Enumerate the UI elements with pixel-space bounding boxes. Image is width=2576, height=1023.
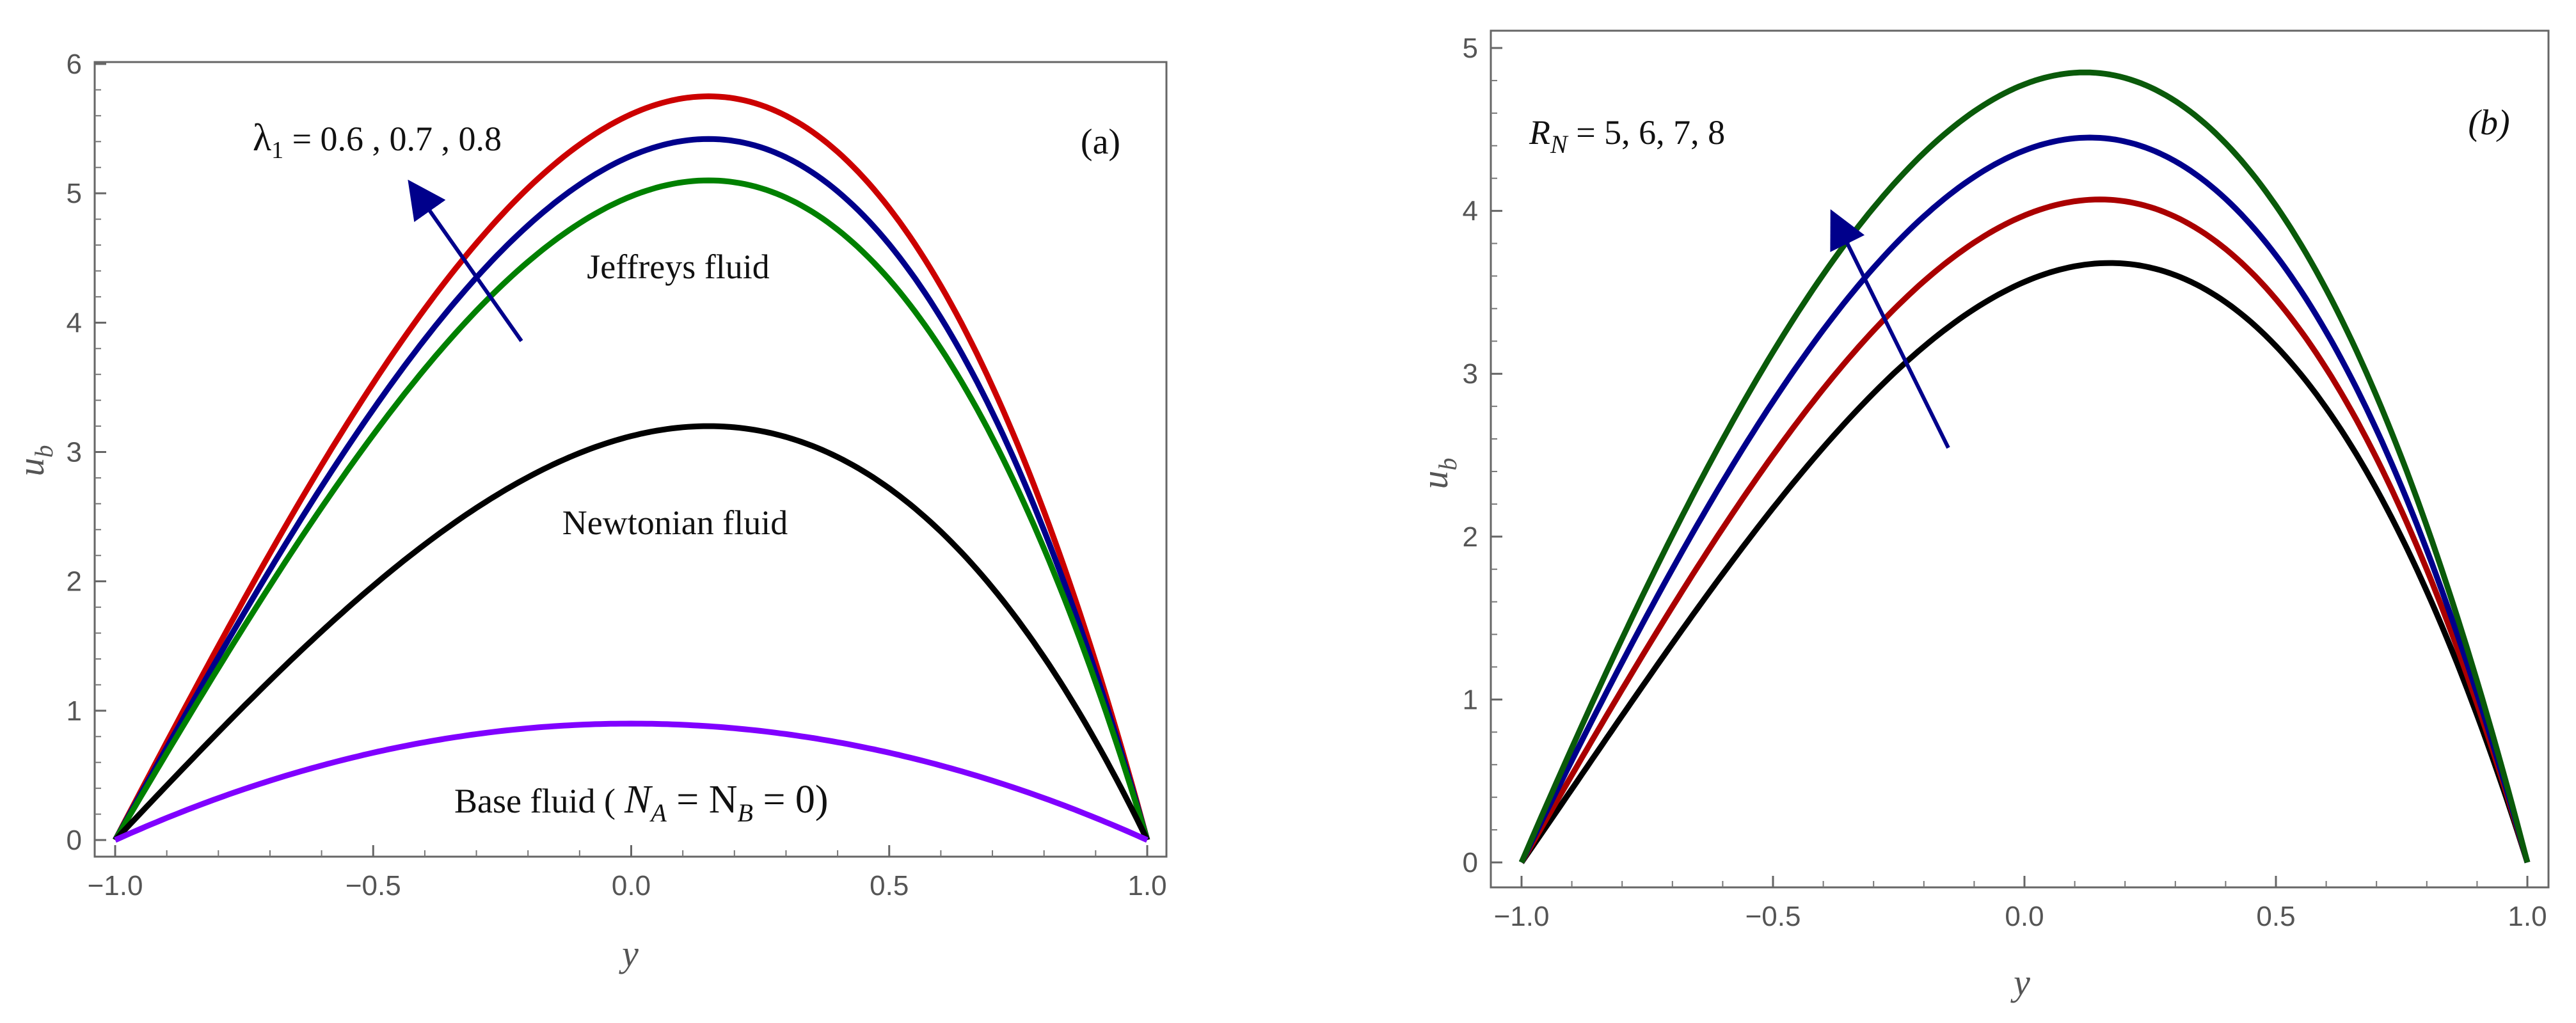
y-tick-label: 5: [67, 178, 82, 209]
y-tick-label: 1: [1463, 684, 1478, 715]
x-tick-label: −0.5: [1745, 901, 1801, 932]
series-line: [1518, 69, 2531, 864]
series-line: [113, 93, 1150, 842]
x-tick-label: 0.0: [612, 870, 651, 901]
curves-b: [1518, 69, 2531, 864]
x-tick-label: 1.0: [2508, 901, 2547, 932]
x-tick-label: −1.0: [1494, 901, 1550, 932]
x-axis-label-b: y: [2010, 962, 2030, 1003]
rn-annotation: RN = 5, 6, 7, 8: [1529, 113, 1725, 159]
panel-a: −1.0 −0.5 0.0 0.5 1.0 0 1 2 3 4 5 6 ub y (a) λ1 = 0…: [10, 49, 1168, 974]
base-fluid-label: Base fluid (NA = NB = 0): [454, 778, 829, 827]
arrow-b: [1830, 209, 1950, 449]
plot-frame-b: [1490, 29, 2550, 889]
panel-b: −1.0 −0.5 0.0 0.5 1.0 0 1 2 3 4 5 ub y (b) RN = 5,…: [1414, 29, 2550, 1003]
y-tick-label: 2: [1463, 521, 1478, 553]
y-tick-label: 3: [67, 437, 82, 468]
series-line: [114, 720, 1149, 843]
y-tick-label: 0: [1463, 847, 1478, 878]
y-axis-label-b: ub: [1414, 458, 1462, 489]
x-axis-label-a: y: [619, 933, 639, 974]
x-tick-label: 0.0: [2005, 901, 2044, 932]
x-tick-label: −1.0: [88, 870, 143, 901]
x-tick-label: 0.5: [2256, 901, 2295, 932]
y-tick-label: 4: [67, 307, 82, 338]
lambda-annotation: λ1 = 0.6 , 0.7 , 0.8: [253, 116, 502, 164]
axis-ticks-a: −1.0 −0.5 0.0 0.5 1.0 0 1 2 3 4 5 6: [67, 49, 1167, 901]
series-line: [1519, 196, 2531, 864]
series-line: [113, 136, 1150, 842]
svg-text:ub: ub: [1414, 458, 1462, 489]
newtonian-label: Newtonian fluid: [562, 504, 788, 542]
y-tick-label: 0: [67, 825, 82, 856]
axis-ticks-b: −1.0 −0.5 0.0 0.5 1.0 0 1 2 3 4 5: [1463, 33, 2547, 932]
panel-label-b: (b): [2468, 103, 2509, 143]
y-tick-label: 1: [67, 695, 82, 727]
series-line: [113, 177, 1150, 842]
x-tick-label: 1.0: [1127, 870, 1166, 901]
y-tick-label: 3: [1463, 358, 1478, 390]
x-tick-label: −0.5: [346, 870, 401, 901]
y-tick-label: 4: [1463, 196, 1478, 227]
svg-text:ub: ub: [10, 445, 58, 477]
series-line: [1519, 260, 2531, 864]
y-tick-label: 6: [67, 49, 82, 80]
panel-label-a: (a): [1081, 122, 1120, 162]
jeffreys-label: Jeffreys fluid: [587, 248, 769, 286]
y-tick-label: 5: [1463, 33, 1478, 64]
curves-a: [113, 93, 1150, 843]
y-tick-label: 2: [67, 566, 82, 598]
series-line: [1518, 134, 2531, 864]
series-line: [113, 423, 1150, 843]
arrow-a: [408, 179, 523, 342]
x-tick-label: 0.5: [870, 870, 909, 901]
y-axis-label-a: ub: [10, 445, 58, 477]
